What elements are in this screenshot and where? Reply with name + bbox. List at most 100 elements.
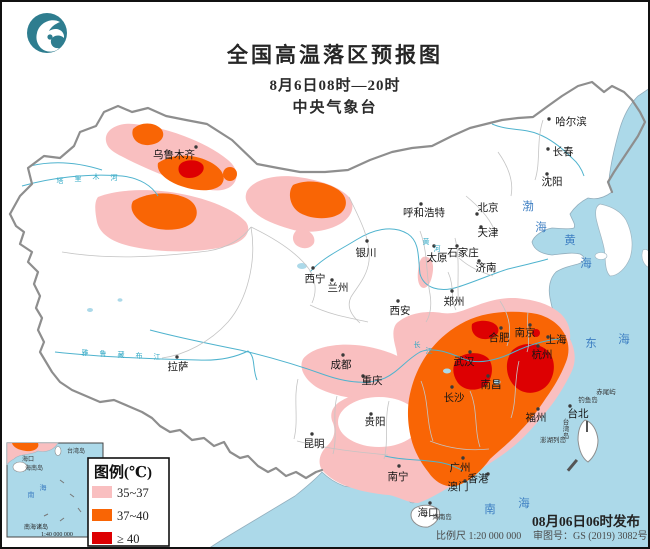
city-label: 拉萨: [168, 360, 189, 373]
city-label: 北京: [478, 201, 499, 214]
orange-altay: [132, 123, 164, 146]
border-southwest: [8, 212, 324, 480]
legend-item-label: 37~40: [117, 509, 149, 523]
orange-hami: [289, 181, 346, 219]
city-dot: [545, 172, 549, 176]
bohai-sea-label: 海: [535, 220, 547, 234]
korea-peninsula: [595, 203, 633, 277]
city-label: 福州: [526, 411, 547, 424]
river-name-labels: 长江黄河塔里木河雅鲁藏布江: [57, 172, 441, 361]
city-dot: [528, 323, 532, 327]
city-dot: [450, 385, 454, 389]
province-borders: [61, 119, 544, 460]
city-label: 长春: [553, 146, 574, 158]
island-slash: [566, 458, 579, 472]
city-dot: [568, 404, 572, 408]
east-china-sea-label: 东: [585, 337, 597, 350]
red-spot-nanjing: [532, 329, 540, 337]
island-label: 台: [563, 417, 570, 426]
river-label: 里: [75, 175, 82, 183]
sea-name-labels: 渤海黄海东 海南海: [484, 200, 630, 516]
legend: 图例(℃) 35~37 37~40 ≥ 40: [87, 457, 170, 547]
heat-zone-red: [178, 160, 554, 393]
inset-hainan: [12, 461, 28, 473]
river-label: 江: [426, 347, 433, 355]
kyushu-corner: [641, 249, 650, 269]
city-dot: [396, 299, 400, 303]
city-label: 上海: [546, 333, 567, 346]
city-dot: [330, 278, 334, 282]
pearl-river: [384, 455, 464, 472]
river-label: 黄: [423, 237, 430, 246]
south-china-sea-label: 海: [518, 496, 530, 510]
city-dot: [468, 350, 472, 354]
city-dot: [486, 374, 490, 378]
legend-swatch: [92, 486, 112, 498]
scale-text: 比例尺 1:20 000 000: [436, 529, 521, 542]
inset-taiwan: [54, 446, 62, 456]
city-dot: [310, 432, 314, 436]
inset-sea-label: 南: [28, 490, 35, 499]
yangtze-river: [149, 329, 561, 383]
city-label: 南昌: [481, 378, 502, 391]
inset-island-dashes: [43, 479, 92, 522]
yellow-sea-label: 黄: [564, 233, 576, 247]
city-label: 太原: [427, 251, 448, 264]
legend-title: 图例(℃): [94, 463, 152, 481]
inset-label: 南海诸岛: [24, 523, 48, 531]
city-dot: [546, 335, 550, 339]
city-label: 哈尔滨: [555, 115, 587, 128]
river-label: 长: [414, 340, 421, 349]
guiyang-white-gap: [338, 397, 420, 447]
city-dot: [419, 202, 423, 206]
national-border: [8, 80, 647, 480]
red-wuhan-south: [453, 353, 492, 390]
inset-label: 1:40 000 000: [41, 532, 73, 538]
city-dot: [479, 225, 483, 229]
orange-tarim: [131, 193, 197, 230]
city-label: 银川: [356, 246, 377, 259]
inset-orange: [12, 443, 39, 452]
river-label: 河: [434, 245, 441, 253]
city-label: 石家庄: [447, 246, 479, 259]
river-label: 雅: [82, 348, 89, 357]
river-label: 河: [111, 174, 118, 182]
city-dot: [547, 117, 551, 121]
ryukyu-island-bar: [586, 421, 588, 432]
east-china-sea-label: 海: [618, 332, 630, 346]
page-title: 全国高温落区预报图: [226, 43, 443, 67]
city-label: 广州: [450, 462, 471, 474]
pink-sichuan: [301, 344, 417, 399]
city-dot: [477, 259, 481, 263]
island-label: 湾: [563, 424, 570, 433]
city-dot: [536, 407, 540, 411]
city-label: 呼和浩特: [403, 207, 445, 219]
bohai-sea-label: 渤: [522, 200, 534, 213]
city-label: 南宁: [388, 470, 409, 483]
city-label: 郑州: [444, 295, 465, 308]
city-dot: [194, 145, 198, 149]
inset-label: 台湾岛: [67, 447, 85, 455]
inset-label: 海南岛: [25, 464, 43, 472]
city-label: 昆明: [304, 438, 325, 450]
city-label: 重庆: [362, 374, 383, 387]
city-label: 长沙: [444, 392, 465, 404]
city-dot: [432, 244, 436, 248]
city-label: 济南: [476, 261, 497, 274]
city-dot: [499, 326, 503, 330]
city-label: 西安: [390, 304, 411, 317]
city-dot: [546, 147, 550, 151]
city-dot: [369, 412, 373, 416]
south-china-sea-label: 南: [484, 502, 496, 516]
city-dot: [365, 239, 369, 243]
city-dot: [361, 374, 365, 378]
inset-sea-label: 海: [40, 483, 47, 492]
rivers: [21, 123, 585, 472]
island-label: 岛: [563, 431, 570, 440]
city-label: 成都: [331, 359, 352, 371]
